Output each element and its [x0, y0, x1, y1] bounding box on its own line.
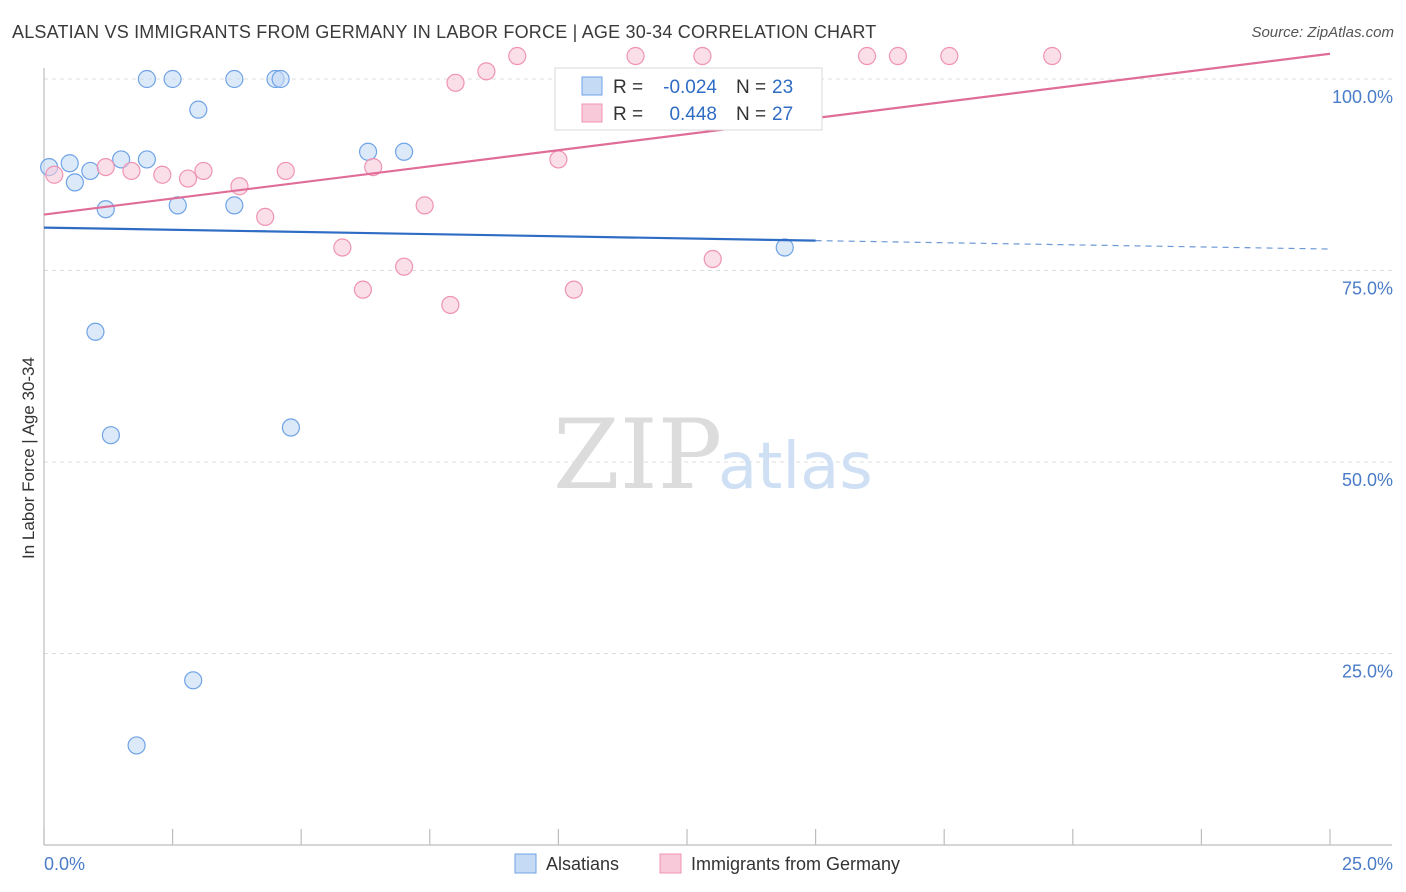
legend-r-label: R =: [613, 77, 643, 98]
alsatian-point: [225, 69, 244, 89]
x-tick-label-min: 0.0%: [44, 854, 85, 874]
german-immigrant-point: [394, 257, 414, 276]
alsatian-point: [189, 100, 208, 119]
chart-source: Source: ZipAtlas.com: [1251, 24, 1394, 41]
bottom-legend: Alsatians Immigrants from Germany: [514, 853, 900, 874]
german-immigrant-point: [364, 157, 383, 177]
chart-title: ALSATIAN VS IMMIGRANTS FROM GERMANY IN L…: [12, 22, 877, 42]
alsatian-point: [65, 173, 84, 192]
trend-lines: [43, 52, 1331, 250]
german-immigrant-point: [96, 157, 115, 177]
y-axis-label: In Labor Force | Age 30-34: [19, 357, 38, 559]
german-immigrant-point: [626, 46, 645, 66]
bottom-legend-label: Alsatians: [546, 854, 619, 874]
german-immigrant-point: [1043, 46, 1062, 66]
german-immigrant-point: [256, 207, 275, 226]
german-immigrant-trend-line: [43, 52, 1331, 216]
grid-lines: [44, 78, 1392, 654]
german-immigrant-point: [122, 161, 141, 181]
alsatian-point: [394, 142, 414, 161]
german-immigrant-point: [441, 295, 460, 315]
german-immigrant-point: [888, 46, 908, 66]
german-immigrant-point: [178, 169, 198, 188]
german-immigrant-point: [194, 161, 213, 181]
y-tick-label: 25.0%: [1342, 662, 1393, 682]
watermark-atlas: atlas: [718, 430, 873, 504]
y-tick-label: 100.0%: [1332, 87, 1393, 107]
legend-swatch: [581, 76, 603, 96]
german-immigrant-point: [564, 280, 583, 299]
alsatian-point: [271, 69, 290, 89]
german-immigrant-point: [703, 249, 722, 269]
alsatian-point: [137, 150, 156, 169]
legend-r-value: 0.448: [669, 104, 717, 125]
german-immigrant-point: [857, 46, 877, 66]
german-immigrant-point: [230, 177, 249, 196]
alsatian-point: [86, 322, 105, 341]
watermark-zip: ZIP: [553, 399, 722, 511]
alsatian-point: [81, 161, 100, 181]
alsatian-point: [225, 196, 244, 215]
bottom-legend-label: Immigrants from Germany: [691, 854, 900, 874]
alsatian-point: [137, 69, 156, 89]
alsatian-point: [60, 154, 79, 173]
german-immigrant-point: [353, 280, 373, 299]
alsatian-point: [281, 418, 301, 437]
german-immigrant-point: [446, 73, 465, 92]
german-immigrant-point: [153, 165, 172, 184]
german-immigrant-point: [415, 196, 434, 215]
german-immigrant-point: [276, 161, 295, 181]
bottom-legend-swatch: [514, 853, 537, 874]
legend-r-value: -0.024: [663, 77, 717, 98]
german-immigrant-point: [549, 150, 568, 169]
legend-r-label: R =: [613, 104, 643, 125]
legend-n-value: 27: [772, 104, 793, 125]
alsatian-point: [163, 69, 182, 89]
alsatian-trend-line: [43, 226, 816, 242]
alsatian-point: [358, 142, 378, 161]
legend-n-label: N =: [736, 104, 766, 125]
alsatian-point: [112, 150, 131, 169]
y-tick-label: 75.0%: [1342, 279, 1393, 299]
alsatian-point: [127, 736, 146, 755]
german-immigrant-point: [508, 46, 527, 66]
german-immigrant-point: [940, 46, 959, 66]
legend-swatch: [581, 103, 603, 123]
stats-legend: R = -0.024 N = 23 R = 0.448 N = 27: [554, 67, 823, 131]
watermark: ZIP atlas: [553, 399, 873, 511]
german-immigrant-point: [45, 165, 64, 184]
german-immigrant-point: [693, 46, 712, 66]
axes: 25.0% 50.0% 75.0% 100.0% 0.0% 25.0%: [43, 68, 1393, 874]
legend-n-label: N =: [736, 77, 766, 98]
german-immigrant-point: [477, 62, 496, 81]
alsatian-point: [775, 238, 794, 257]
alsatian-point: [184, 671, 203, 690]
y-tick-label: 50.0%: [1342, 470, 1393, 490]
alsatian-point: [101, 426, 120, 445]
german-immigrant-point: [333, 238, 352, 257]
legend-n-value: 23: [772, 77, 793, 98]
alsatian-point: [96, 200, 115, 219]
bottom-legend-swatch: [659, 853, 682, 874]
alsatian-trend-extension: [815, 240, 1331, 250]
data-points: [40, 46, 1062, 755]
x-tick-label-max: 25.0%: [1342, 854, 1393, 874]
